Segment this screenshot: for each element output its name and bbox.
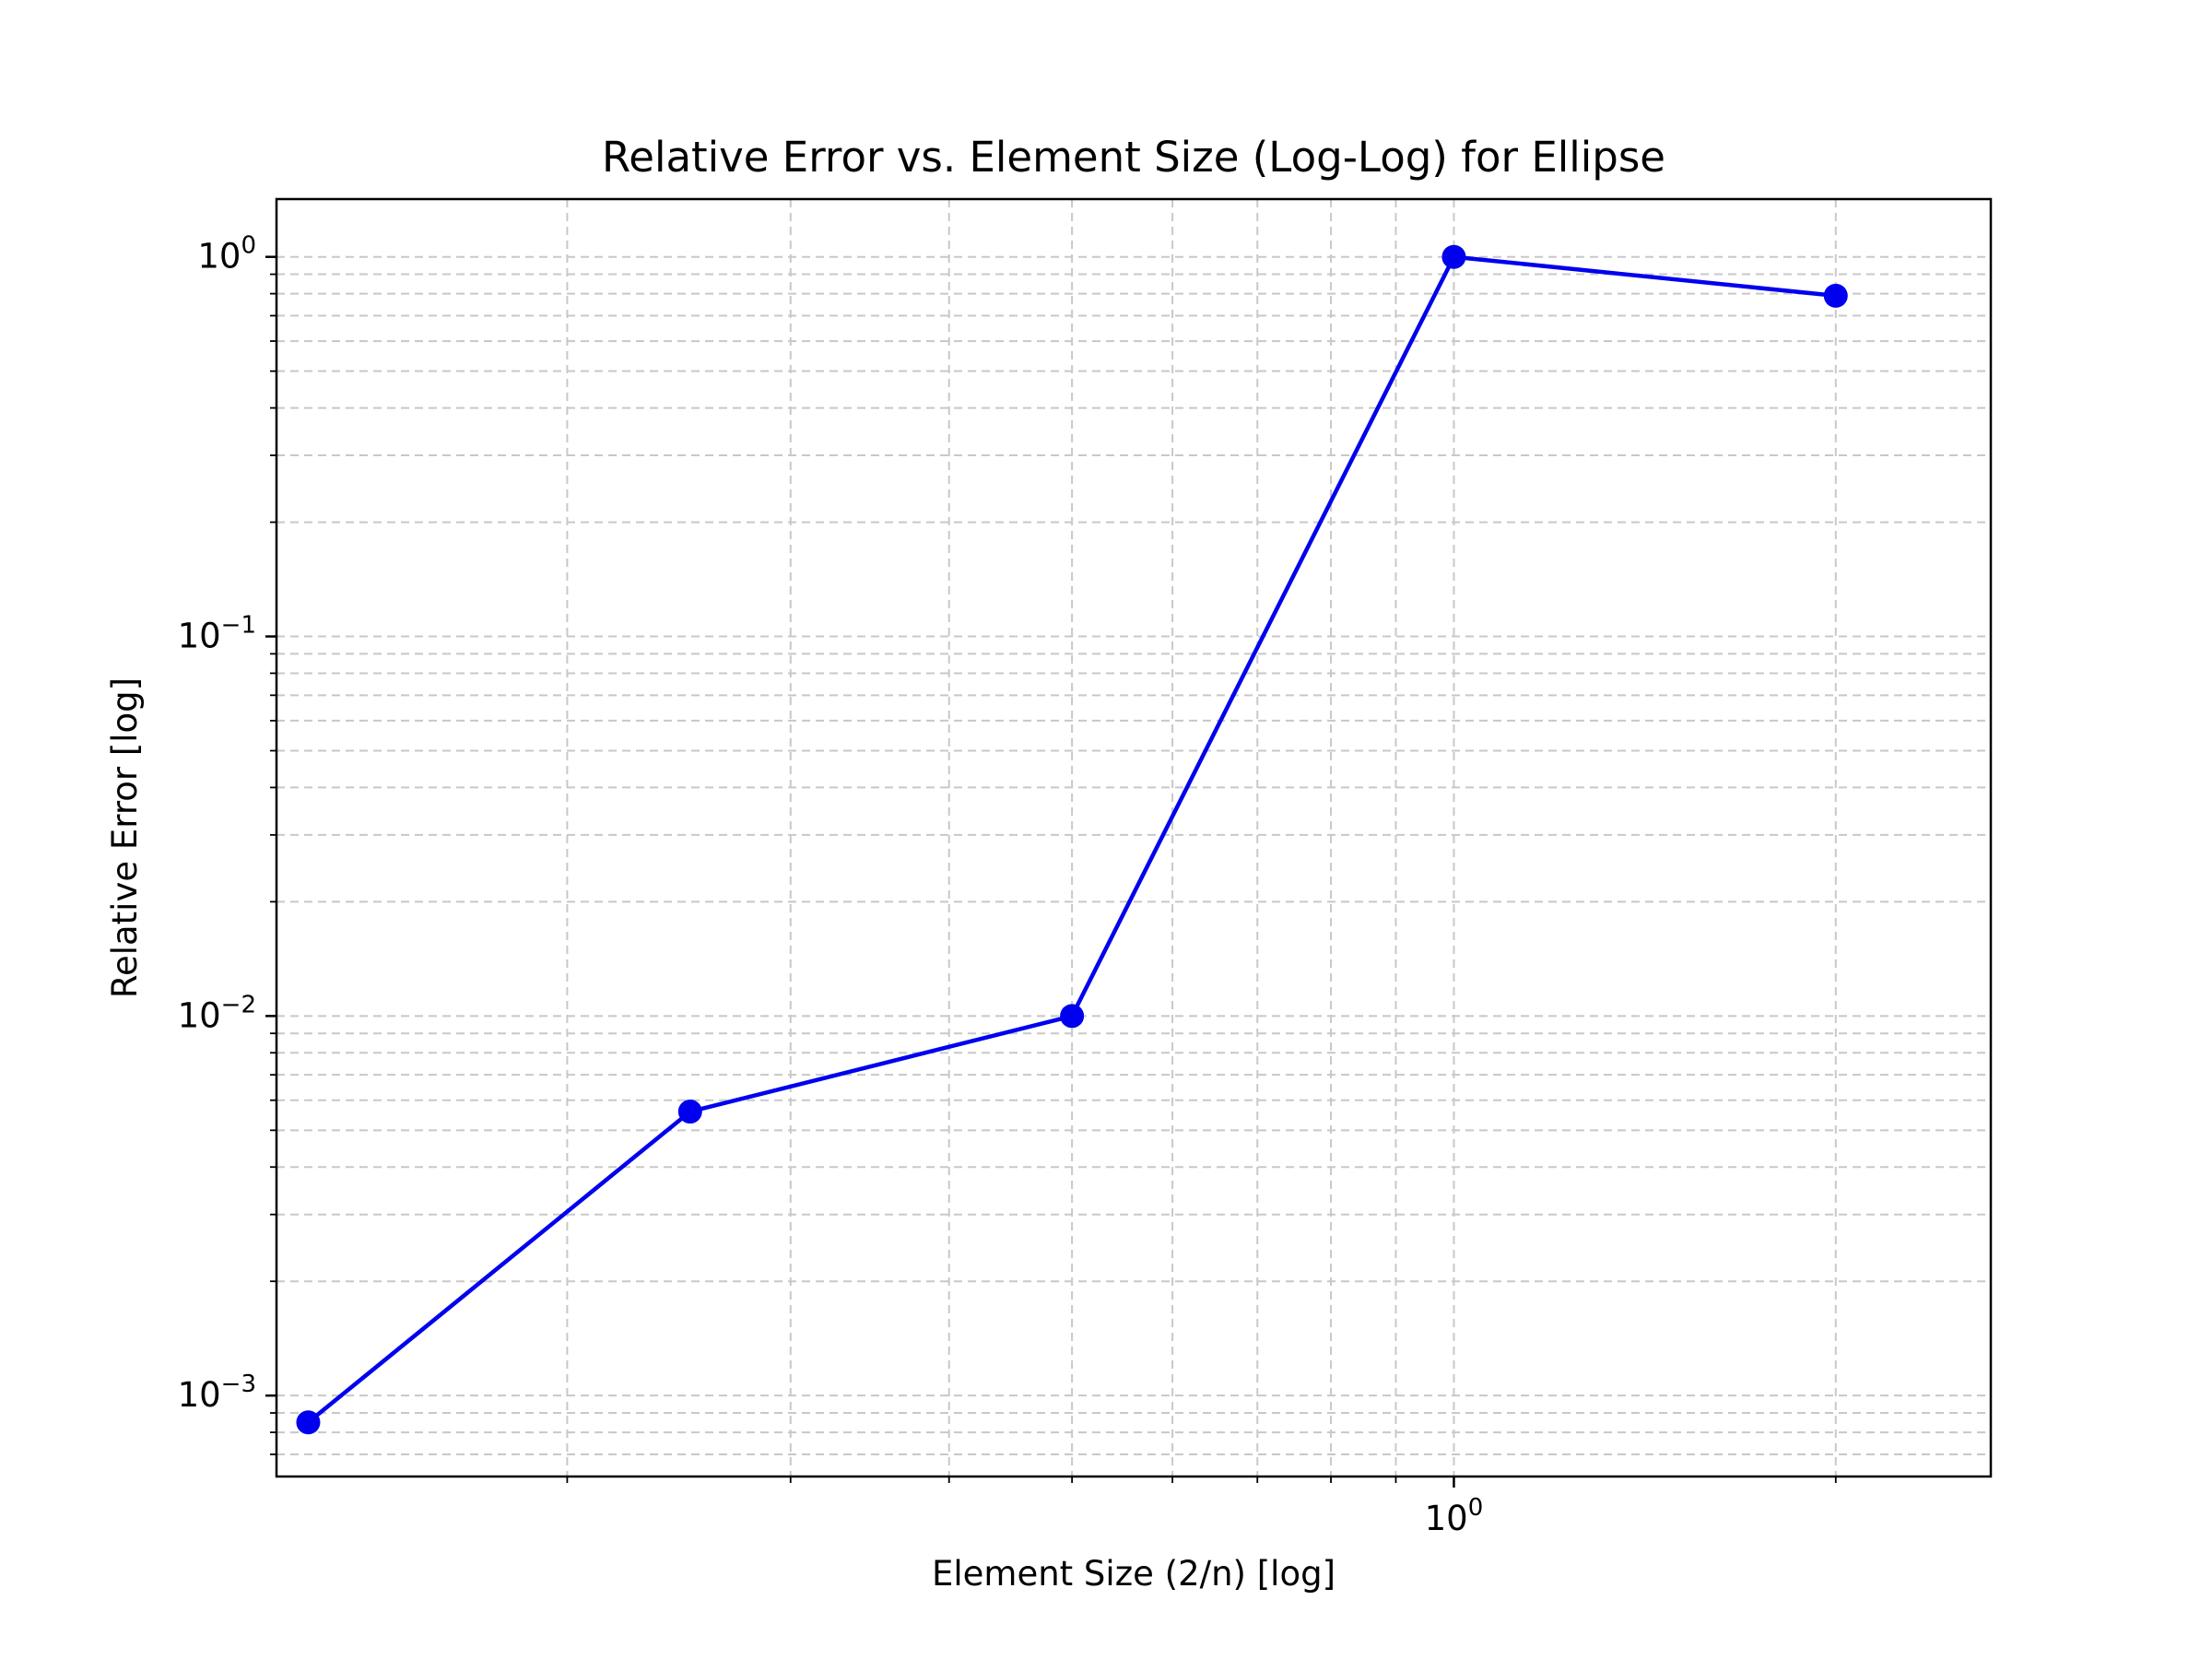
x-tick-label: 100 xyxy=(1425,1494,1484,1538)
grid-lines xyxy=(276,199,1991,1477)
y-tick-label: 100 xyxy=(197,232,256,276)
data-point xyxy=(677,1100,702,1124)
y-axis-label: Relative Error [log] xyxy=(105,677,145,998)
data-point xyxy=(296,1410,321,1435)
data-point xyxy=(1823,283,1848,308)
y-tick-label: 10−1 xyxy=(178,612,256,656)
data-point xyxy=(1441,244,1466,269)
chart-title: Relative Error vs. Element Size (Log-Log… xyxy=(602,133,1665,182)
plot-frame xyxy=(275,197,1993,1478)
x-axis-label: Element Size (2/n) [log] xyxy=(932,1554,1335,1594)
data-point xyxy=(1060,1004,1085,1029)
axis-ticks: 100 10−3 10−2 10−1 100 xyxy=(178,232,1837,1538)
y-tick-label: 10−2 xyxy=(178,991,256,1035)
data-series xyxy=(296,244,1848,1435)
y-tick-label: 10−3 xyxy=(178,1371,256,1415)
